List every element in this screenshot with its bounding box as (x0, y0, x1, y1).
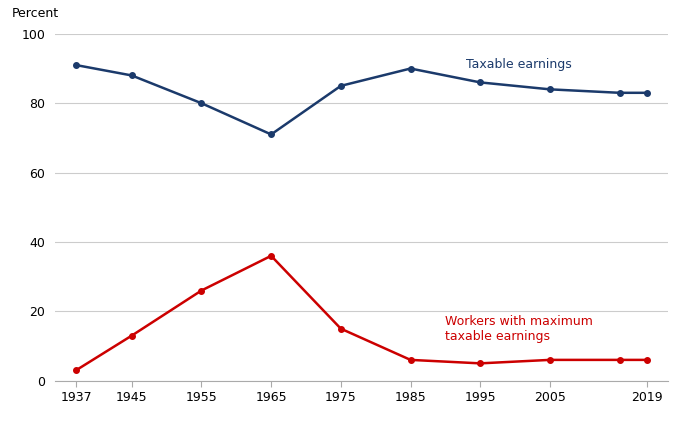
Text: Percent: Percent (12, 7, 59, 20)
Text: Taxable earnings: Taxable earnings (466, 58, 572, 71)
Text: Workers with maximum
taxable earnings: Workers with maximum taxable earnings (445, 315, 593, 343)
